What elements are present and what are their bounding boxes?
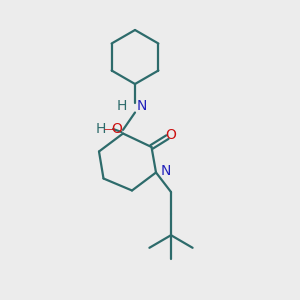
Text: O: O	[112, 122, 122, 136]
Text: H: H	[95, 122, 106, 136]
Text: H: H	[116, 99, 127, 113]
Text: O: O	[166, 128, 176, 142]
Text: N: N	[160, 164, 171, 178]
Text: N: N	[136, 99, 147, 113]
Text: —: —	[104, 124, 115, 134]
